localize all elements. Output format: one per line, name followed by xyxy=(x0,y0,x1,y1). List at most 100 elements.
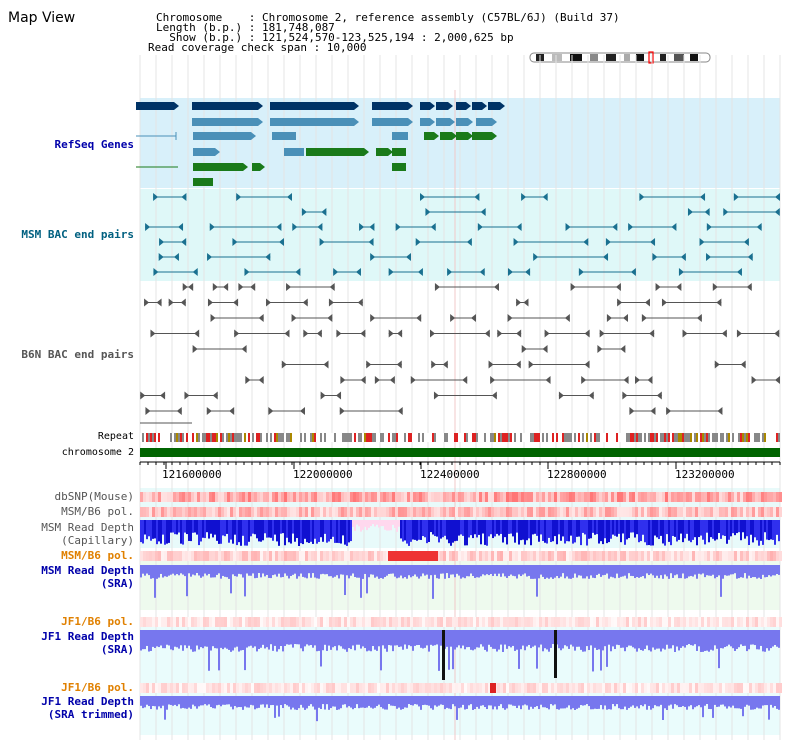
repeat-element xyxy=(144,433,146,442)
jf1-trimmed-depth-bar xyxy=(338,696,340,710)
msm-sra-depth-bar xyxy=(680,565,682,579)
jf1-depth-dropout xyxy=(442,630,445,680)
jf1-sra-depth-bar xyxy=(544,630,546,649)
jf1-sra-depth-bar xyxy=(682,630,684,647)
jf1-trimmed-depth-bar xyxy=(582,696,584,706)
jf1-sra-depth-bar xyxy=(352,630,354,646)
jf1-sra-depth-bar xyxy=(452,630,454,670)
msm-b6-pol-cell xyxy=(248,507,251,517)
repeat-element xyxy=(702,433,704,442)
bac-end-marker xyxy=(212,391,218,400)
gene-arrow xyxy=(492,132,497,140)
bac-end-marker xyxy=(723,208,729,216)
jf1-sra-depth-bar xyxy=(492,630,494,649)
dbsnp-cell xyxy=(575,492,578,502)
msm-capillary-depth-bar xyxy=(368,520,370,528)
msm-b6-pol-cell xyxy=(398,507,401,517)
track-label-refseq[interactable]: RefSeq Genes xyxy=(54,138,134,151)
msm-sra-depth-bar xyxy=(158,565,160,578)
dbsnp-cell xyxy=(458,492,461,502)
repeat-element xyxy=(644,433,646,442)
msm-capillary-depth-bar xyxy=(524,520,526,545)
jf1-trimmed-depth-bar xyxy=(454,696,456,707)
jf1-b6-pol2-cell xyxy=(218,683,221,693)
jf1-b6-pol2-cell xyxy=(755,683,758,693)
bac-end-marker xyxy=(521,345,527,353)
msm-capillary-depth-bar xyxy=(600,520,602,542)
msm-capillary-depth-bar xyxy=(652,520,654,546)
msm-b6-pol-cell xyxy=(770,507,773,517)
track-label-b6n-bac[interactable]: B6N BAC end pairs xyxy=(21,348,134,361)
dbsnp-cell xyxy=(614,492,617,502)
jf1-b6-pol2-cell xyxy=(497,683,500,693)
jf1-sra-depth-bar xyxy=(438,630,440,671)
jf1-sra-depth-bar xyxy=(368,630,370,651)
jf1-b6-pol-cell xyxy=(392,617,395,627)
jf1-sra-depth-bar xyxy=(658,630,660,649)
msm-b6-pol2-cell xyxy=(506,551,509,561)
dbsnp-cell xyxy=(764,492,767,502)
jf1-trimmed-depth-bar xyxy=(152,696,154,706)
jf1-b6-pol2-cell xyxy=(404,683,407,693)
msm-b6-pol-cell xyxy=(509,507,512,517)
msm-capillary-depth-bar xyxy=(572,520,574,544)
msm-b6-pol2-cell xyxy=(209,551,212,561)
dbsnp-cell xyxy=(293,492,296,502)
bac-end-marker xyxy=(173,253,179,261)
jf1-b6-pol2-cell xyxy=(314,683,317,693)
bac-end-marker xyxy=(425,208,431,216)
jf1-trimmed-depth-bar xyxy=(264,696,266,708)
msm-b6-pol-cell xyxy=(584,507,587,517)
msm-capillary-depth-bar xyxy=(210,520,212,534)
dbsnp-cell xyxy=(698,492,701,502)
jf1-b6-pol-cell xyxy=(446,617,449,627)
repeat-element xyxy=(226,433,228,442)
repeat-element xyxy=(488,433,490,442)
jf1-trimmed-depth-bar xyxy=(172,696,174,706)
jf1-trimmed-depth-bar xyxy=(654,696,656,706)
jf1-sra-depth-bar xyxy=(208,630,210,671)
msm-sra-depth-bar xyxy=(296,565,298,579)
msm-capillary-depth-bar xyxy=(618,520,620,534)
jf1-b6-pol-cell xyxy=(191,617,194,627)
msm-sra-depth-bar xyxy=(508,565,510,576)
repeat-element xyxy=(588,433,590,442)
msm-sra-depth-bar xyxy=(554,565,556,578)
repeat-element xyxy=(528,433,530,442)
jf1-sra-depth-bar xyxy=(360,630,362,649)
msm-b6-pol2-cell xyxy=(374,551,377,561)
bac-end-marker xyxy=(194,329,200,338)
msm-sra-depth-bar xyxy=(542,565,544,577)
msm-b6-pol-cell xyxy=(272,507,275,517)
msm-b6-pol2-cell xyxy=(206,551,209,561)
axis-tick-label: 123200000 xyxy=(675,468,735,481)
jf1-sra-depth-bar xyxy=(670,630,672,649)
jf1-b6-pol-cell xyxy=(746,617,749,627)
dbsnp-cell xyxy=(557,492,560,502)
msm-b6-pol-cell xyxy=(380,507,383,517)
jf1-b6-pol-cell xyxy=(524,617,527,627)
bac-end-marker xyxy=(712,283,718,291)
jf1-b6-pol2-cell xyxy=(344,683,347,693)
repeat-element xyxy=(466,433,468,442)
jf1-b6-pol-cell xyxy=(512,617,515,627)
msm-capillary-depth-bar xyxy=(566,520,568,542)
msm-capillary-depth-bar xyxy=(704,520,706,545)
msm-capillary-depth-bar xyxy=(578,520,580,537)
jf1-sra-depth-bar xyxy=(170,630,172,650)
dbsnp-cell xyxy=(407,492,410,502)
msm-b6-pol-cell xyxy=(266,507,269,517)
msm-capillary-depth-bar xyxy=(528,520,530,539)
msm-sra-depth-bar xyxy=(652,565,654,576)
jf1-b6-pol-cell xyxy=(611,617,614,627)
track-label-msm-bac[interactable]: MSM BAC end pairs xyxy=(21,228,134,241)
msm-capillary-depth-bar xyxy=(646,520,648,546)
msm-sra-depth-bar xyxy=(672,565,674,578)
jf1-b6-pol2-cell xyxy=(743,683,746,693)
msm-sra-depth-bar xyxy=(540,565,542,575)
jf1-sra-depth-bar xyxy=(346,630,348,652)
jf1-trimmed-depth-bar xyxy=(482,696,484,706)
bac-end-marker xyxy=(515,360,521,369)
repeat-element xyxy=(270,433,272,442)
